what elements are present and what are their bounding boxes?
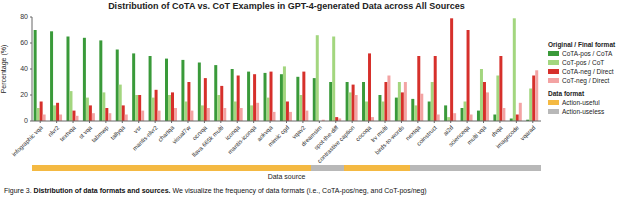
svg-text:20: 20 — [20, 91, 28, 98]
svg-text:vqarad: vqarad — [519, 124, 536, 141]
svg-text:mimic cgd: mimic cgd — [267, 124, 290, 147]
svg-text:birds-to-words: birds-to-words — [374, 124, 405, 155]
svg-text:visual7w: visual7w — [171, 124, 192, 145]
svg-text:nextqa: nextqa — [404, 124, 422, 142]
svg-text:llava 665k multi: llava 665k multi — [191, 124, 224, 157]
html-text:Data source: Data source — [267, 173, 306, 180]
svg-text:coinstruct: coinstruct — [416, 124, 439, 147]
html-text:CoTA-pos / CoTA: CoTA-pos / CoTA — [562, 50, 613, 57]
html-text:CoT-pos / CoT: CoT-pos / CoT — [562, 59, 605, 66]
svg-text:mantis-nlvr2: mantis-nlvr2 — [132, 124, 160, 152]
svg-text:ai2d: ai2d — [442, 124, 454, 136]
html-text:Original / Final format: Original / Final format — [548, 41, 616, 48]
svg-text:0: 0 — [24, 117, 28, 124]
html-text:CoT-neg / Direct: CoT-neg / Direct — [562, 77, 610, 84]
svg-text:spot-the-diff: spot-the-diff — [312, 124, 340, 151]
svg-text:multi vqa: multi vqa — [466, 124, 488, 146]
svg-text:dvqa: dvqa — [490, 124, 504, 138]
html-text:Action-useful: Action-useful — [562, 99, 600, 106]
html-text:Figure 3. Distribution of data: Figure 3. Distribution of data formats a… — [4, 187, 427, 194]
svg-text:tallyqa: tallyqa — [110, 124, 127, 141]
svg-text:dreamsim: dreamsim — [300, 124, 324, 148]
svg-text:lrv multi: lrv multi — [369, 124, 389, 144]
html-text:Action-useless: Action-useless — [562, 108, 605, 115]
svg-text:chartqa: chartqa — [156, 124, 176, 143]
svg-text:scienceqa: scienceqa — [447, 124, 471, 148]
html-text:CoTA-neg / Direct: CoTA-neg / Direct — [562, 68, 614, 75]
svg-text:ocrvqa: ocrvqa — [191, 124, 209, 142]
svg-text:Percentage (%): Percentage (%) — [8, 45, 9, 94]
svg-text:textvqa: textvqa — [59, 124, 77, 142]
html-text:Distribution of CoTA vs. CoT E: Distribution of CoTA vs. CoT Examples in… — [108, 1, 465, 11]
html-text:Data format: Data format — [548, 90, 585, 97]
svg-text:mantis-iconqa: mantis-iconqa — [227, 124, 258, 155]
svg-text:80: 80 — [20, 13, 28, 20]
svg-text:vsr: vsr — [133, 124, 143, 134]
svg-text:nlvr2: nlvr2 — [47, 124, 61, 138]
svg-text:infographic vqa: infographic vqa — [11, 124, 44, 157]
svg-text:40: 40 — [20, 65, 28, 72]
svg-text:imagecode: imagecode — [495, 124, 520, 149]
svg-text:cocoqa: cocoqa — [354, 124, 373, 143]
svg-text:st vqa: st vqa — [77, 124, 94, 140]
svg-text:contrastive caption: contrastive caption — [316, 124, 356, 163]
svg-text:60: 60 — [20, 39, 28, 46]
svg-text:tabmwp: tabmwp — [91, 124, 111, 144]
svg-text:aokvqa: aokvqa — [255, 124, 274, 143]
svg-text:vqav2: vqav2 — [291, 124, 307, 140]
